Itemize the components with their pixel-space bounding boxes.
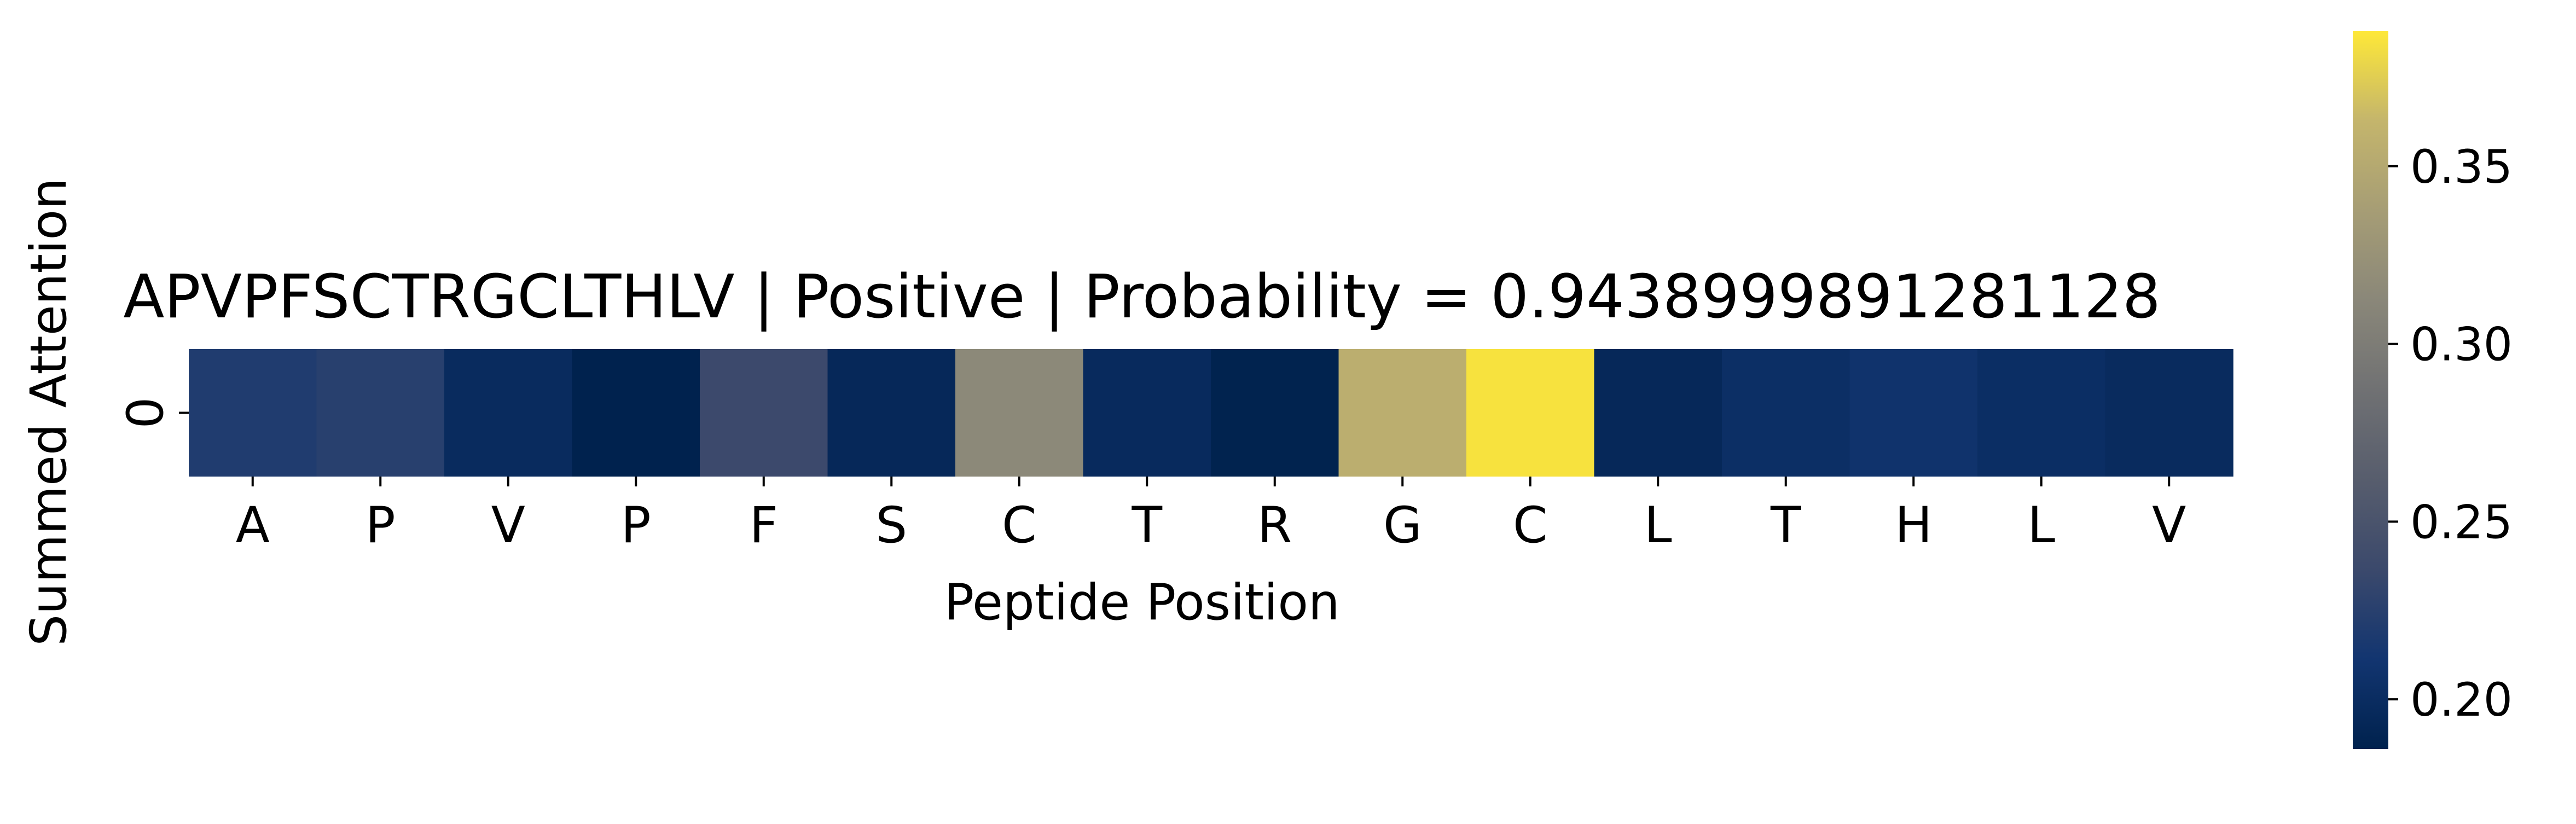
x-tick-label: P [365, 497, 396, 554]
heatmap-cell [189, 349, 317, 477]
colorbar-tick-label: 0.25 [2410, 495, 2513, 549]
x-tick-label: V [2152, 497, 2186, 554]
x-tick-label: G [1383, 497, 1422, 554]
heatmap-cell [572, 349, 700, 477]
x-tick-label: S [875, 497, 907, 554]
x-axis-label: Peptide Position [944, 574, 1339, 631]
heatmap-cell [1977, 349, 2106, 477]
heatmap-cell [1083, 349, 1211, 477]
colorbar-ticks: 0.20 0.25 0.30 0.35 [2388, 140, 2513, 727]
heatmap-cell [700, 349, 828, 477]
heatmap-cells [189, 349, 2233, 477]
colorbar-tick-label: 0.30 [2410, 318, 2513, 372]
chart-title: APVPFSCTRGCLTHLV | Positive | Probabilit… [123, 262, 2161, 332]
heatmap-cell [444, 349, 573, 477]
x-tick-label: P [621, 497, 651, 554]
y-tick-label: 0 [117, 397, 175, 429]
heatmap-cell [1211, 349, 1339, 477]
x-tick-label: V [491, 497, 525, 554]
heatmap-cell [1466, 349, 1595, 477]
colorbar-tick-label: 0.35 [2410, 140, 2513, 194]
colorbar [2353, 31, 2388, 749]
x-tick-label: F [750, 497, 778, 554]
x-tick-label: T [1131, 497, 1162, 554]
heatmap-cell [316, 349, 445, 477]
y-axis-label: Summed Attention [20, 178, 78, 646]
heatmap-cell [2105, 349, 2233, 477]
x-tick-label: L [2027, 497, 2055, 554]
x-tick-label: A [236, 497, 270, 554]
heatmap-cell [1594, 349, 1722, 477]
colorbar-tick-label: 0.20 [2410, 673, 2513, 727]
x-tick-label: C [1513, 497, 1548, 554]
heatmap-cell [1849, 349, 1978, 477]
x-tick-label: L [1644, 497, 1672, 554]
heatmap-cell [827, 349, 956, 477]
heatmap-cell [1722, 349, 1850, 477]
heatmap-cell [955, 349, 1084, 477]
y-axis-ticks: 0 [117, 397, 189, 429]
x-tick-label: H [1895, 497, 1932, 554]
heatmap-cell [1338, 349, 1467, 477]
x-tick-label: C [1002, 497, 1037, 554]
x-tick-label: T [1770, 497, 1801, 554]
x-tick-label: R [1257, 497, 1292, 554]
